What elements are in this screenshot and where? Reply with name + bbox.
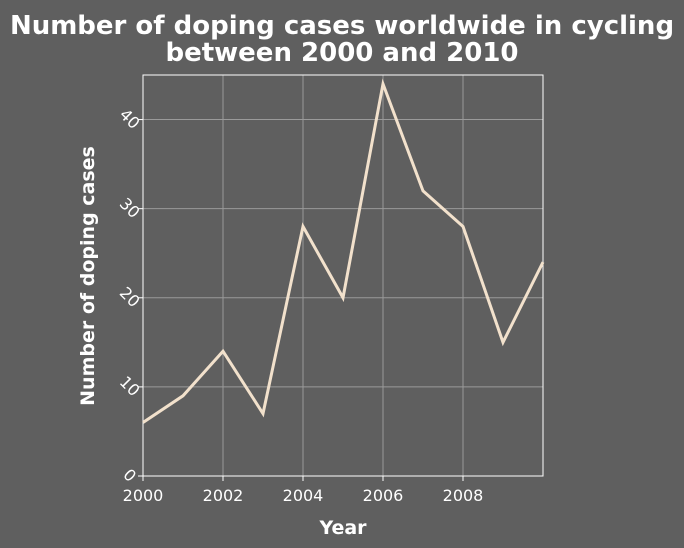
x-tick-label-2004: 2004 xyxy=(283,486,324,505)
series-line xyxy=(142,78,545,424)
x-tick-label-2008: 2008 xyxy=(443,486,484,505)
chart-title-line-2: between 2000 and 2010 xyxy=(165,38,518,68)
x-tick-label-2006: 2006 xyxy=(363,486,404,505)
plot-border xyxy=(142,74,544,477)
plot-frame xyxy=(138,74,544,481)
y-axis-label: Number of doping cases xyxy=(77,146,99,406)
chart-title-line-1: Number of doping cases worldwide in cycl… xyxy=(10,11,674,41)
x-axis-label: Year xyxy=(318,517,367,539)
x-tick-label-2002: 2002 xyxy=(203,486,244,505)
series-line-group xyxy=(142,78,545,424)
x-tick-label-2000: 2000 xyxy=(123,486,164,505)
x-tick-labels: 2000 2002 2004 2006 2008 xyxy=(123,486,484,505)
